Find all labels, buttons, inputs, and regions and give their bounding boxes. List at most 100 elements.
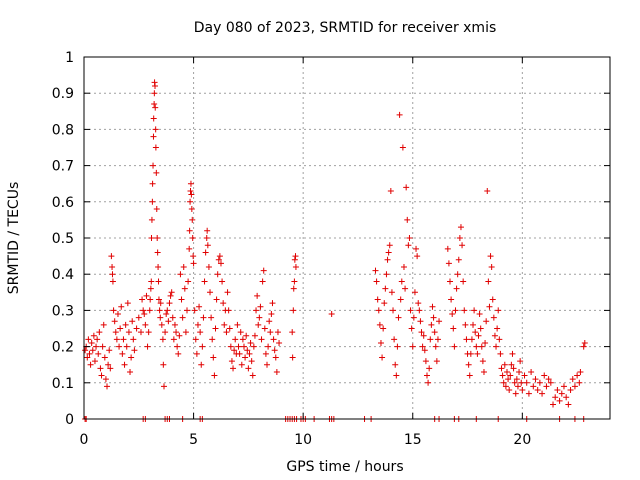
data-point	[494, 325, 501, 332]
data-point	[146, 307, 153, 314]
data-point	[487, 253, 494, 260]
data-point	[431, 329, 438, 336]
data-point	[165, 318, 172, 325]
data-point	[409, 343, 416, 350]
data-point	[273, 368, 280, 375]
data-point	[189, 235, 196, 241]
data-point	[472, 329, 479, 336]
data-point	[552, 394, 559, 401]
data-point	[397, 296, 404, 303]
data-point	[400, 263, 407, 270]
data-point	[407, 307, 414, 314]
data-point	[563, 394, 570, 401]
data-point	[152, 144, 159, 151]
data-point	[156, 307, 163, 314]
data-point	[432, 343, 439, 350]
data-point	[184, 307, 191, 314]
data-point	[113, 336, 120, 343]
data-point	[392, 361, 399, 368]
data-point	[148, 278, 155, 285]
x-tick-label: 15	[404, 432, 422, 448]
data-point	[274, 329, 281, 336]
data-point	[188, 206, 195, 213]
data-point	[223, 329, 230, 336]
data-point	[390, 307, 397, 314]
data-point	[177, 271, 184, 278]
data-point	[215, 256, 222, 263]
data-point	[187, 187, 194, 194]
data-point	[290, 307, 297, 314]
data-point	[402, 285, 409, 292]
data-point	[121, 361, 128, 368]
data-point	[554, 387, 561, 394]
data-point	[112, 329, 119, 336]
data-point	[518, 379, 525, 386]
data-point	[418, 329, 425, 336]
data-point	[196, 303, 203, 310]
data-point	[478, 343, 485, 350]
data-point	[220, 300, 227, 307]
data-point	[171, 321, 178, 328]
data-point	[152, 104, 159, 111]
data-point	[514, 383, 521, 390]
data-point	[167, 292, 174, 299]
data-point	[154, 249, 161, 256]
y-tick-label: 0.1	[52, 376, 74, 392]
data-point	[434, 336, 441, 343]
data-point	[476, 311, 483, 318]
data-point	[404, 216, 411, 223]
data-point	[453, 285, 460, 292]
data-point	[260, 267, 267, 274]
data-point	[262, 350, 269, 357]
y-tick-label: 1	[65, 50, 74, 66]
data-point	[510, 365, 517, 372]
data-point	[186, 227, 193, 234]
data-point	[227, 343, 234, 350]
data-point	[444, 245, 451, 252]
data-point	[403, 184, 410, 191]
data-point	[217, 260, 224, 267]
data-point	[382, 285, 389, 292]
data-point	[455, 256, 462, 263]
data-point	[489, 296, 496, 303]
data-point	[523, 379, 530, 386]
data-point	[477, 325, 484, 332]
data-point	[560, 383, 567, 390]
axis-ticks	[83, 56, 610, 420]
x-tick-label: 10	[294, 432, 312, 448]
data-point	[209, 336, 216, 343]
data-point	[255, 321, 262, 328]
y-tick-label: 0	[65, 412, 74, 428]
data-point	[155, 263, 162, 270]
data-point	[421, 347, 428, 354]
data-point	[450, 325, 457, 332]
data-point	[525, 390, 532, 397]
data-point	[106, 347, 113, 354]
data-point	[485, 278, 492, 285]
data-point	[270, 336, 277, 343]
data-point	[102, 376, 109, 383]
data-points	[82, 79, 588, 422]
data-point	[181, 285, 188, 292]
data-point	[486, 303, 493, 310]
data-point	[532, 376, 539, 383]
data-point	[88, 339, 95, 346]
y-tick-label: 0.2	[52, 340, 74, 356]
data-point	[176, 332, 183, 339]
data-point	[96, 329, 103, 336]
data-point	[157, 314, 164, 321]
data-point	[516, 368, 523, 375]
data-point	[475, 332, 482, 339]
data-point	[503, 368, 510, 375]
data-point	[100, 321, 107, 328]
data-point	[87, 361, 94, 368]
data-point	[264, 361, 271, 368]
data-point	[150, 162, 157, 169]
data-point	[377, 339, 384, 346]
data-point	[238, 361, 245, 368]
data-point	[212, 325, 219, 332]
data-point	[416, 307, 423, 314]
data-point	[500, 379, 507, 386]
data-point	[253, 307, 260, 314]
